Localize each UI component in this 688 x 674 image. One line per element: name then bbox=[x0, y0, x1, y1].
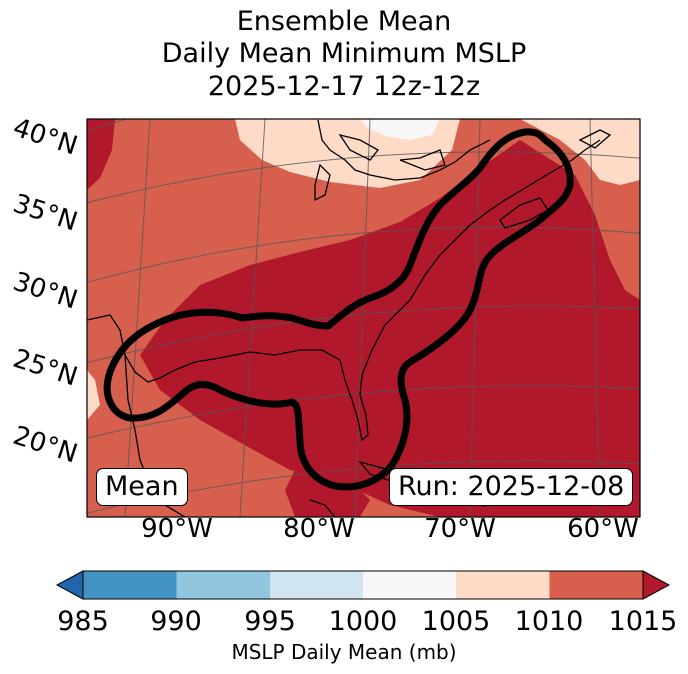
colorbar-segment-1010-1015 bbox=[549, 571, 643, 599]
colorbar-segment-990-995 bbox=[176, 571, 270, 599]
mslp-contour bbox=[103, 128, 574, 491]
colorbar-segment-985-990 bbox=[83, 571, 177, 599]
mode-label: Mean bbox=[96, 468, 188, 506]
colorbar-segment-995-1000 bbox=[270, 571, 363, 599]
colorbar-label: MSLP Daily Mean (mb) bbox=[231, 640, 457, 664]
colorbar-extend-low bbox=[55, 570, 84, 600]
mslp-region-high-northwest bbox=[87, 119, 115, 190]
colorbar bbox=[55, 570, 671, 600]
lon-label-70w: 70°W bbox=[424, 514, 496, 544]
lon-label-90w: 90°W bbox=[141, 514, 213, 544]
colorbar-extend-high bbox=[642, 570, 671, 600]
lon-label-60w: 60°W bbox=[567, 514, 639, 544]
lon-label-80w: 80°W bbox=[283, 514, 355, 544]
colorbar-tick-1000: 1000 bbox=[328, 606, 398, 637]
title-line-2: Daily Mean Minimum MSLP bbox=[161, 38, 527, 69]
title-line-3: 2025-12-17 12z-12z bbox=[207, 71, 481, 102]
run-label: Run: 2025-12-08 bbox=[389, 468, 634, 506]
colorbar-tick-1005: 1005 bbox=[421, 606, 491, 637]
colorbar-tick-1015: 1015 bbox=[608, 606, 678, 637]
map-panel bbox=[87, 119, 640, 517]
colorbar-tick-985: 985 bbox=[57, 606, 109, 637]
colorbar-segment-1005-1010 bbox=[456, 571, 550, 599]
mslp-region-1000-1005 bbox=[360, 119, 440, 140]
colorbar-tick-1010: 1010 bbox=[514, 606, 584, 637]
colorbar-segment-1000-1005 bbox=[363, 571, 456, 599]
graticule bbox=[87, 119, 640, 517]
title-line-1: Ensemble Mean bbox=[236, 6, 452, 37]
mslp-region-1005-1010-west bbox=[87, 370, 100, 420]
map-frame bbox=[86, 118, 641, 518]
colorbar-tick-990: 990 bbox=[150, 606, 202, 637]
colorbar-tick-995: 995 bbox=[244, 606, 296, 637]
